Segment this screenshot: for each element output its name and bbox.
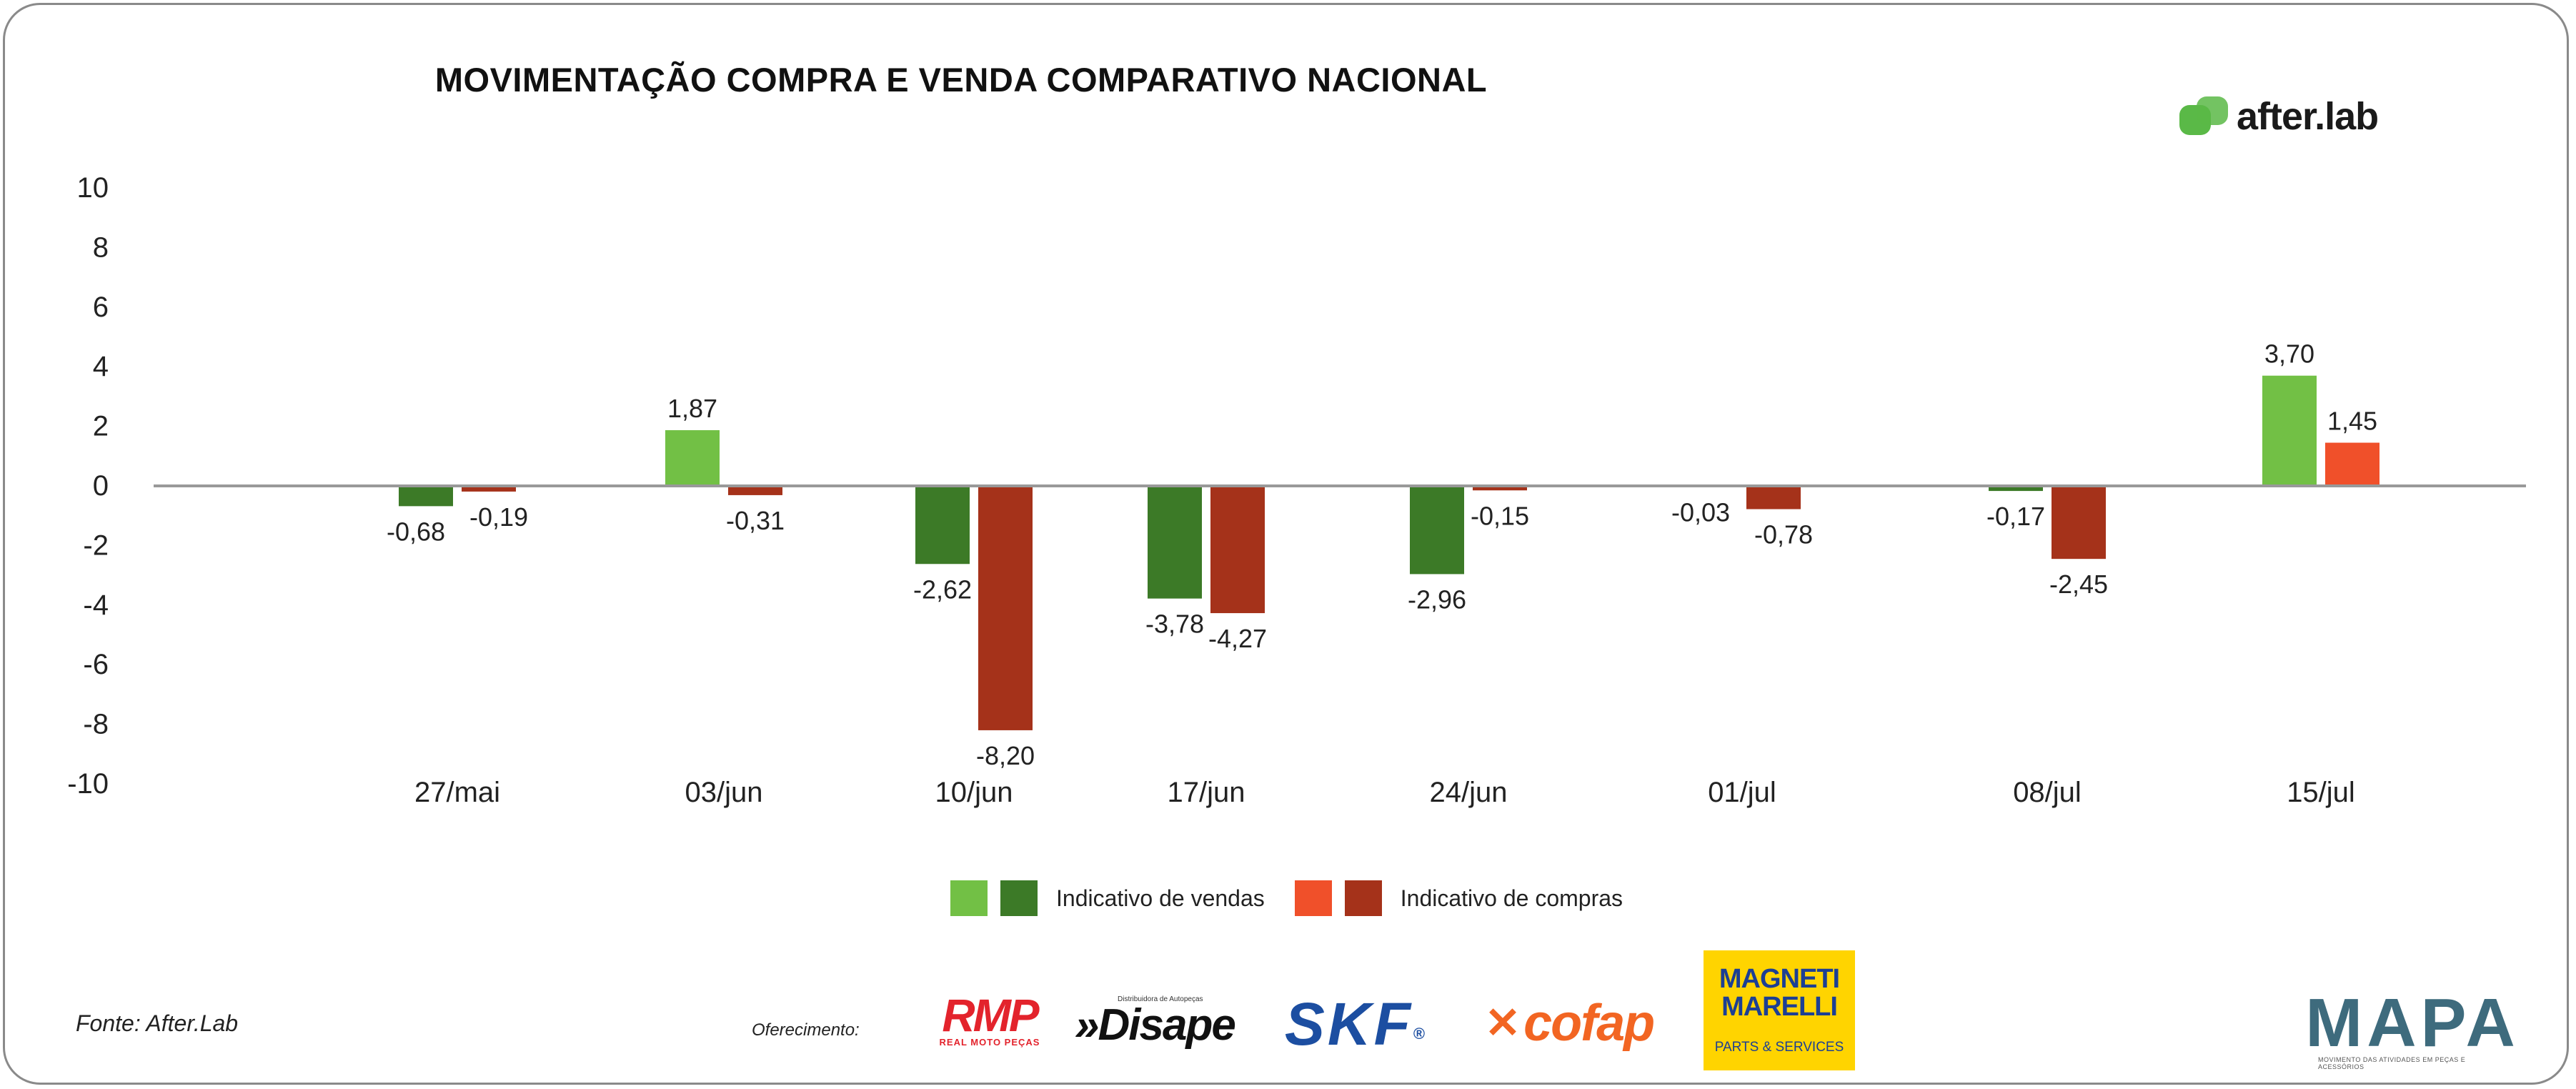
chart-frame (3, 3, 2569, 1085)
chart-legend: Indicativo de vendas Indicativo de compr… (950, 880, 1623, 916)
offer-label: Oferecimento: (752, 1020, 860, 1040)
data-label-vendas: -0,17 (1986, 502, 2045, 531)
x-tick-label: 01/jul (1708, 777, 1776, 808)
bar-compras (1473, 486, 1527, 491)
skf-logo: SKF ® (1263, 990, 1449, 1058)
bar-compras (978, 486, 1033, 730)
bar-vendas (915, 486, 970, 565)
bar-vendas (399, 486, 453, 507)
y-tick-label: 6 (93, 292, 109, 323)
data-label-vendas: 3,70 (2264, 339, 2314, 369)
x-tick-label: 03/jun (685, 777, 763, 808)
bar-compras (2325, 442, 2379, 486)
cofap-logo-text: cofap (1523, 995, 1655, 1052)
legend-label-compras: Indicativo de compras (1400, 885, 1623, 911)
rmp-logo: RMP REAL MOTO PEÇAS (926, 992, 1053, 1049)
rmp-logo-text: RMP (942, 989, 1039, 1041)
y-tick-label: 2 (93, 411, 109, 442)
mapa-logo: MAPA MOVIMENTO DAS ATIVIDADES EM PEÇAS E… (2305, 989, 2515, 1071)
bar-compras (728, 486, 782, 495)
magneti-logo-line1: MAGNETI (1719, 964, 1840, 994)
disape-logo-tag: Distribuidora de Autopeças (1118, 995, 1203, 1003)
mapa-logo-tag: MOVIMENTO DAS ATIVIDADES EM PEÇAS E ACES… (2318, 1056, 2466, 1070)
data-label-compras: 1,45 (2327, 407, 2377, 436)
y-tick-label: -4 (83, 590, 109, 621)
y-tick-label: -8 (83, 709, 109, 740)
data-label-vendas: -0,03 (1671, 497, 1730, 527)
bar-vendas (1148, 486, 1202, 599)
y-tick-label: -2 (83, 529, 109, 561)
afterlab-wordmark: after.lab (2237, 95, 2379, 138)
skf-logo-mark: ® (1413, 1025, 1428, 1043)
magneti-logo-line2: MARELLI (1721, 992, 1838, 1022)
y-tick-label: 0 (93, 470, 109, 502)
data-label-vendas: -0,68 (387, 517, 445, 546)
x-tick-label: 15/jul (2287, 777, 2355, 808)
disape-logo: Distribuidora de Autopeças »Disape (1075, 993, 1246, 1049)
magneti-marelli-logo: MAGNETI MARELLI PARTS & SERVICES (1704, 950, 1855, 1070)
data-label-compras: -4,27 (1208, 624, 1267, 653)
bar-compras (2052, 486, 2106, 560)
source-note: Fonte: After.Lab (76, 1010, 239, 1036)
afterlab-logo: after.lab (2179, 91, 2379, 141)
legend-swatch-vendas-dark (1000, 880, 1038, 916)
y-tick-label: 8 (93, 232, 109, 263)
data-label-vendas: -2,62 (913, 575, 972, 604)
disape-logo-text: »Disape (1075, 1000, 1236, 1050)
x-tick-label: 24/jun (1430, 777, 1508, 808)
bar-vendas (2262, 375, 2317, 486)
legend-swatch-compras-light (1294, 880, 1332, 916)
data-label-vendas: -2,96 (1408, 585, 1466, 614)
y-tick-label: 10 (77, 172, 109, 204)
bar-compras (1746, 486, 1801, 509)
bar-compras (1210, 486, 1265, 614)
cofap-x-icon: ✕ (1484, 999, 1521, 1047)
bar-vendas (1410, 486, 1464, 575)
bar-compras (462, 486, 516, 492)
data-label-compras: -0,15 (1471, 501, 1529, 530)
rmp-logo-tag: REAL MOTO PEÇAS (939, 1036, 1040, 1048)
bar-vendas (1989, 486, 2043, 492)
data-label-vendas: 1,87 (667, 394, 717, 423)
data-label-compras: -2,45 (2049, 570, 2108, 599)
legend-swatch-vendas-light (950, 880, 988, 916)
afterlab-logo-icon (2179, 96, 2228, 135)
magneti-logo-tag: PARTS & SERVICES (1714, 1040, 1844, 1055)
x-tick-label: 27/mai (414, 777, 500, 808)
chart-title: MOVIMENTAÇÃO COMPRA E VENDA COMPARATIVO … (434, 61, 1488, 99)
data-label-vendas: -3,78 (1145, 610, 1204, 639)
y-tick-label: 4 (93, 351, 109, 382)
y-tick-label: -6 (83, 649, 109, 680)
x-tick-label: 08/jul (2013, 777, 2082, 808)
data-label-compras: -8,20 (976, 741, 1035, 770)
data-label-compras: -0,31 (726, 506, 785, 535)
y-tick-label: -10 (67, 768, 109, 800)
data-label-compras: -0,19 (469, 502, 528, 532)
cofap-logo: ✕ cofap (1462, 995, 1676, 1052)
x-tick-label: 17/jun (1168, 777, 1245, 808)
legend-label-vendas: Indicativo de vendas (1056, 885, 1265, 911)
x-tick-label: 10/jun (935, 777, 1013, 808)
data-label-compras: -0,78 (1754, 520, 1813, 550)
legend-swatch-compras-dark (1344, 880, 1382, 916)
bar-vendas (665, 430, 720, 486)
mapa-logo-text: MAPA (2305, 985, 2520, 1061)
skf-logo-text: SKF (1284, 990, 1413, 1058)
